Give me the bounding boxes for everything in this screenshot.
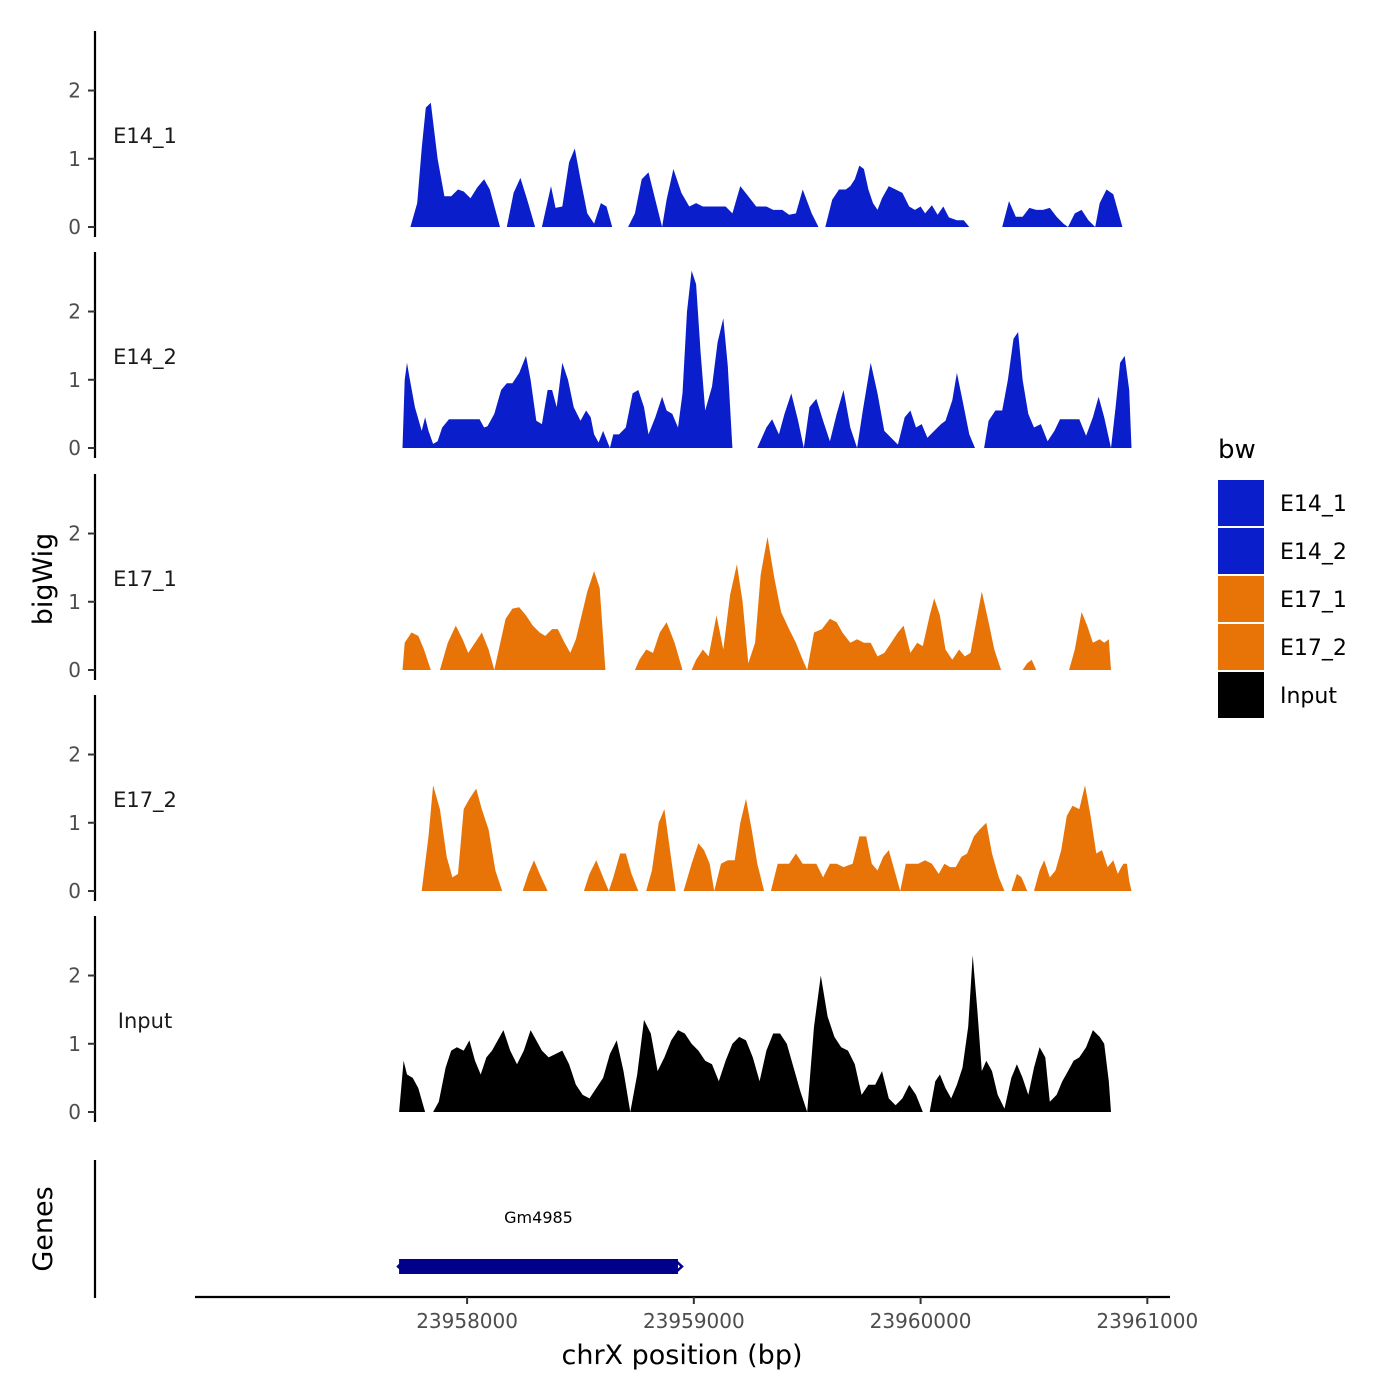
- legend-label-E14_1: E14_1: [1280, 492, 1347, 517]
- signal-area-E14_1: [541, 148, 613, 227]
- gene-name-label: Gm4985: [504, 1208, 573, 1227]
- signal-area-Input: [399, 1060, 426, 1112]
- legend-swatch-E17_2: [1218, 624, 1264, 670]
- track-E17_2: 0 1 2 E17_2: [68, 695, 1132, 903]
- bigwig-tracks: 0 1 2 E14_1 0 1 2 E14_2 0 1 2 E17_1 0 1 2 E17_2 0 1 2 Input: [68, 31, 1132, 1124]
- signal-area-E17_2: [583, 853, 639, 891]
- signal-area-E14_1: [410, 102, 500, 227]
- signal-area-E17_1: [1069, 612, 1111, 670]
- signal-area-E14_1: [825, 165, 970, 227]
- x-tick-label: 23961000: [1096, 1309, 1198, 1333]
- gene-strand-arrow-end: [674, 1259, 684, 1274]
- signal-area-E17_2: [770, 822, 1005, 891]
- y-tick-label: 0: [68, 658, 81, 682]
- y-tick-label: 0: [68, 879, 81, 903]
- y-tick-label: 0: [68, 436, 81, 460]
- y-tick-label: 2: [68, 964, 81, 988]
- signal-area-E17_2: [1034, 785, 1132, 891]
- signal-area-E14_2: [757, 362, 975, 448]
- legend-swatch-Input: [1218, 672, 1264, 718]
- signal-area-E17_1: [634, 622, 683, 670]
- signal-area-E17_1: [1022, 659, 1037, 670]
- signal-area-E17_1: [691, 536, 1002, 670]
- signal-area-E17_1: [402, 632, 431, 670]
- x-axis: 23958000 23959000 23960000 23961000: [195, 1295, 1198, 1333]
- x-tick-label: 23958000: [416, 1309, 518, 1333]
- y-tick-label: 1: [68, 811, 81, 835]
- track-E17_1: 0 1 2 E17_1: [68, 474, 1111, 682]
- legend-title: bw: [1218, 435, 1256, 465]
- y-tick-label: 1: [68, 147, 81, 171]
- x-tick-label: 23959000: [643, 1309, 745, 1333]
- legend-label-Input: Input: [1280, 684, 1337, 709]
- signal-area-E14_1: [628, 169, 819, 227]
- x-tick-label: 23960000: [870, 1309, 972, 1333]
- signal-area-Input: [433, 975, 923, 1112]
- track-label: Input: [118, 1009, 172, 1033]
- signal-area-E17_2: [522, 860, 548, 891]
- track-E14_1: 0 1 2 E14_1: [68, 31, 1123, 239]
- y-tick-label: 1: [68, 368, 81, 392]
- signal-area-Input: [929, 955, 1111, 1112]
- signal-area-E14_2: [402, 270, 733, 448]
- track-label: E14_1: [113, 124, 177, 149]
- signal-area-E14_2: [984, 332, 1132, 448]
- track-label: E17_1: [113, 567, 177, 592]
- gene-body: [399, 1259, 678, 1274]
- y-tick-label: 2: [68, 300, 81, 324]
- legend-label-E17_1: E17_1: [1280, 588, 1347, 613]
- legend-label-E17_2: E17_2: [1280, 636, 1347, 661]
- y-tick-label: 2: [68, 522, 81, 546]
- signal-area-E17_2: [683, 798, 765, 891]
- y-tick-label: 1: [68, 590, 81, 614]
- track-E14_2: 0 1 2 E14_2: [68, 252, 1132, 460]
- genes-axis-title: Genes: [28, 1186, 59, 1271]
- signal-area-E14_1: [1002, 189, 1123, 227]
- gene-strand-arrow-start: [396, 1259, 406, 1274]
- x-axis-title: chrX position (bp): [561, 1340, 802, 1371]
- signal-area-E14_1: [506, 177, 536, 227]
- track-label: E14_2: [113, 345, 177, 370]
- gene-track: Gm4985: [93, 1160, 684, 1298]
- signal-area-E17_2: [421, 785, 503, 891]
- y-tick-label: 0: [68, 1100, 81, 1124]
- legend-swatch-E14_1: [1218, 480, 1264, 526]
- y-tick-label: 2: [68, 743, 81, 767]
- y-axis-title: bigWig: [28, 533, 59, 626]
- signal-area-E17_2: [646, 809, 676, 891]
- y-tick-label: 2: [68, 79, 81, 103]
- y-tick-label: 1: [68, 1032, 81, 1056]
- legend-swatch-E17_1: [1218, 576, 1264, 622]
- legend: bw E14_1 E14_2 E17_1 E17_2 Input: [1218, 435, 1347, 718]
- track-Input: 0 1 2 Input: [68, 916, 1111, 1124]
- track-label: E17_2: [113, 788, 177, 813]
- y-tick-label: 0: [68, 215, 81, 239]
- signal-area-E17_1: [439, 571, 606, 670]
- legend-swatch-E14_2: [1218, 528, 1264, 574]
- signal-area-E17_2: [1011, 873, 1028, 891]
- legend-label-E14_2: E14_2: [1280, 540, 1347, 565]
